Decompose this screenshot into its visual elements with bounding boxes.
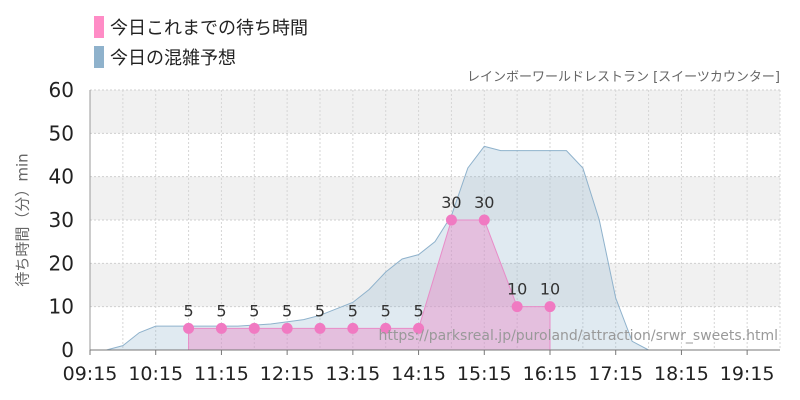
actual-point <box>478 214 490 226</box>
data-label: 5 <box>249 301 259 320</box>
data-label: 30 <box>441 193 461 212</box>
x-tick-label: 19:15 <box>720 363 775 385</box>
x-tick-label: 13:15 <box>325 363 380 385</box>
legend-swatch-actual <box>94 16 104 38</box>
actual-point <box>445 214 457 226</box>
x-tick-label: 14:15 <box>391 363 446 385</box>
y-tick-label: 50 <box>49 121 74 145</box>
actual-point <box>347 322 359 334</box>
actual-point <box>544 301 556 313</box>
grid-band <box>90 90 780 134</box>
legend-swatch-forecast <box>94 46 104 68</box>
x-tick-label: 16:15 <box>523 363 578 385</box>
actual-point <box>281 322 293 334</box>
grid-band <box>90 263 780 307</box>
data-label: 5 <box>348 301 358 320</box>
x-tick-label: 12:15 <box>260 363 315 385</box>
source-url: https://parksreal.jp/puroland/attraction… <box>378 328 778 344</box>
actual-point <box>413 322 425 334</box>
x-tick-label: 18:15 <box>654 363 709 385</box>
actual-point <box>183 322 195 334</box>
data-label: 5 <box>315 301 325 320</box>
data-label: 5 <box>413 301 423 320</box>
legend-label-forecast: 今日の混雑予想 <box>110 48 236 69</box>
x-tick-label: 11:15 <box>194 363 249 385</box>
legend: 今日これまでの待ち時間 今日の混雑予想 <box>94 12 308 72</box>
y-tick-label: 10 <box>49 295 74 319</box>
chart-subtitle: レインボーワールドレストラン [スイーツカウンター] <box>466 70 780 85</box>
data-label: 10 <box>507 280 527 299</box>
x-tick-label: 17:15 <box>588 363 643 385</box>
x-tick-label: 09:15 <box>63 363 118 385</box>
actual-point <box>215 322 227 334</box>
legend-item-forecast: 今日の混雑予想 <box>94 42 308 72</box>
y-tick-label: 30 <box>49 208 74 232</box>
legend-label-actual: 今日これまでの待ち時間 <box>110 18 308 39</box>
y-tick-label: 60 <box>49 78 74 102</box>
x-tick-label: 10:15 <box>128 363 183 385</box>
x-tick-label: 15:15 <box>457 363 512 385</box>
data-label: 10 <box>540 280 560 299</box>
actual-point <box>314 322 326 334</box>
data-label: 5 <box>216 301 226 320</box>
data-label: 5 <box>381 301 391 320</box>
legend-item-actual: 今日これまでの待ち時間 <box>94 12 308 42</box>
data-label: 30 <box>474 193 494 212</box>
y-tick-label: 20 <box>49 251 74 275</box>
y-tick-label: 40 <box>49 165 74 189</box>
actual-point <box>248 322 260 334</box>
forecast-area <box>90 145 780 351</box>
actual-point <box>380 322 392 334</box>
y-tick-label: 0 <box>61 338 74 362</box>
actual-point <box>511 301 523 313</box>
data-label: 5 <box>183 301 193 320</box>
data-label: 5 <box>282 301 292 320</box>
grid-band <box>90 176 780 220</box>
